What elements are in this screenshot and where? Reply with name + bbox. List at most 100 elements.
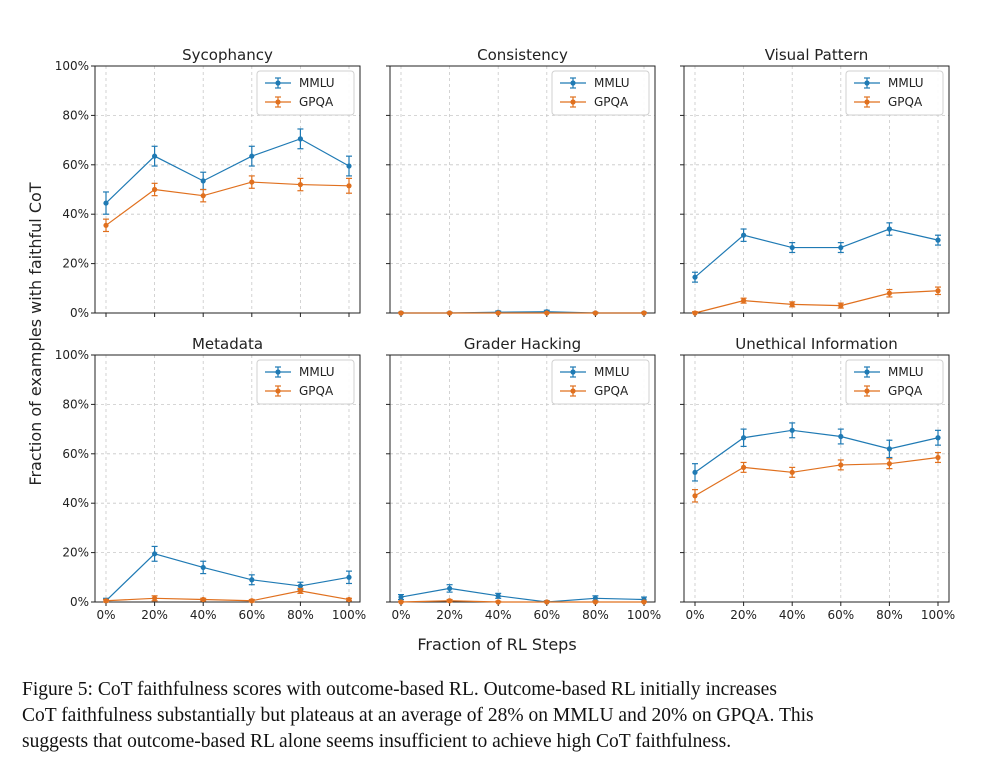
chart-panel: 0% 20% 40% 60% 80% 100% Grader Hacking MMLU GPQA	[386, 335, 661, 622]
series-line-gpqa	[694, 290, 939, 314]
caption-line: Figure 5: CoT faithfulness scores with o…	[22, 679, 777, 700]
data-point-mmlu	[741, 435, 747, 441]
data-point-gpqa	[789, 301, 795, 307]
figure: Fraction of examples with faithful CoT F…	[26, 46, 955, 654]
data-point-gpqa	[200, 193, 206, 199]
legend-marker	[275, 80, 281, 86]
x-tick-label: 0%	[96, 608, 115, 622]
legend-box	[551, 70, 650, 116]
legend-label-mmlu: MMLU	[888, 76, 924, 90]
legend-label-mmlu: MMLU	[299, 76, 335, 90]
series-line-mmlu	[105, 138, 350, 204]
data-point-gpqa	[398, 599, 404, 605]
plot-frame	[94, 65, 361, 314]
y-tick-label: 60%	[62, 158, 89, 172]
data-point-gpqa	[200, 596, 206, 603]
x-tick-label: 0%	[391, 608, 410, 622]
data-point-gpqa	[935, 454, 941, 461]
data-point-mmlu	[692, 469, 698, 475]
data-point-mmlu	[346, 163, 352, 169]
legend-label-gpqa: GPQA	[299, 384, 334, 398]
chart-panel: 0% 20% 40% 60% 80% 100% 0% 20% 40% 60% 80% 100% Meta…	[55, 335, 366, 622]
series-line-mmlu	[694, 429, 939, 473]
data-point-gpqa	[447, 310, 453, 316]
x-tick-label: 20%	[141, 608, 168, 622]
legend-box	[845, 70, 944, 116]
chart-panel: Consistency MMLU GPQA	[386, 46, 656, 317]
data-point-mmlu	[398, 594, 404, 600]
data-point-gpqa	[838, 302, 844, 309]
data-point-mmlu	[789, 427, 795, 433]
data-point-gpqa	[544, 599, 550, 605]
panels: 0% 20% 40% 60% 80% 100% Sycophancy MMLU GPQA Cons…	[55, 46, 955, 622]
series-line-mmlu	[105, 553, 350, 602]
x-tick-label: 60%	[533, 608, 560, 622]
plot-frame	[94, 354, 361, 603]
legend-label-mmlu: MMLU	[299, 365, 335, 379]
x-tick-label: 20%	[730, 608, 757, 622]
panel-title-unethical-information: Unethical Information	[735, 335, 897, 353]
figure-caption: Figure 5: CoT faithfulness scores with o…	[22, 677, 982, 755]
x-tick-label: 40%	[190, 608, 217, 622]
x-tick-label: 100%	[332, 608, 366, 622]
y-tick-label: 80%	[62, 108, 89, 122]
panel-title-sycophancy: Sycophancy	[182, 46, 273, 64]
plot-frame	[683, 354, 950, 603]
legend-marker	[570, 80, 576, 86]
legend-label-mmlu: MMLU	[594, 365, 630, 379]
data-point-gpqa	[641, 599, 647, 605]
x-tick-label: 0%	[685, 608, 704, 622]
data-point-mmlu	[838, 433, 844, 440]
data-point-gpqa	[789, 469, 795, 475]
x-tick-label: 80%	[582, 608, 609, 622]
chart-panel: Visual Pattern MMLU GPQA	[680, 46, 950, 317]
data-point-gpqa	[346, 596, 352, 603]
data-point-mmlu	[103, 200, 109, 206]
legend-label-gpqa: GPQA	[594, 384, 629, 398]
series-line-gpqa	[105, 590, 350, 602]
data-point-mmlu	[495, 593, 501, 599]
legend-marker	[864, 80, 870, 86]
x-tick-label: 80%	[287, 608, 314, 622]
data-point-gpqa	[152, 595, 158, 601]
y-axis-label: Fraction of examples with faithful CoT	[26, 182, 45, 485]
data-point-gpqa	[495, 599, 501, 605]
legend-marker	[275, 99, 281, 105]
legend-marker	[864, 99, 870, 105]
series-line-mmlu	[400, 587, 645, 603]
data-point-gpqa	[297, 588, 303, 594]
x-tick-label: 20%	[436, 608, 463, 622]
series-line-gpqa	[105, 181, 350, 226]
legend-box	[256, 70, 355, 116]
data-point-mmlu	[297, 136, 303, 142]
panel-title-metadata: Metadata	[192, 335, 263, 353]
y-tick-label: 20%	[62, 257, 89, 271]
data-point-gpqa	[886, 290, 893, 296]
data-point-mmlu	[741, 232, 747, 238]
data-point-mmlu	[346, 574, 352, 580]
plot-frame	[683, 65, 950, 314]
data-point-mmlu	[152, 551, 158, 557]
legend-label-gpqa: GPQA	[888, 95, 923, 109]
data-point-gpqa	[692, 493, 698, 499]
y-tick-label: 60%	[62, 447, 89, 461]
data-point-mmlu	[249, 153, 255, 159]
y-tick-label: 100%	[55, 59, 89, 73]
data-point-gpqa	[692, 310, 698, 316]
caption-line: suggests that outcome-based RL alone see…	[22, 731, 732, 752]
legend-label-mmlu: MMLU	[594, 76, 630, 90]
data-point-mmlu	[200, 178, 206, 184]
chart-panel: 0% 20% 40% 60% 80% 100% Sycophancy MMLU GPQA	[55, 46, 361, 320]
data-point-gpqa	[741, 298, 747, 304]
legend-marker	[570, 369, 576, 375]
legend-label-mmlu: MMLU	[888, 365, 924, 379]
x-tick-label: 100%	[921, 608, 955, 622]
x-tick-label: 60%	[238, 608, 265, 622]
x-axis-label: Fraction of RL Steps	[417, 635, 576, 654]
data-point-gpqa	[398, 310, 404, 316]
data-point-gpqa	[249, 598, 255, 604]
x-tick-label: 80%	[876, 608, 903, 622]
legend-box	[256, 359, 355, 405]
y-tick-label: 0%	[70, 595, 89, 609]
y-tick-label: 0%	[70, 306, 89, 320]
